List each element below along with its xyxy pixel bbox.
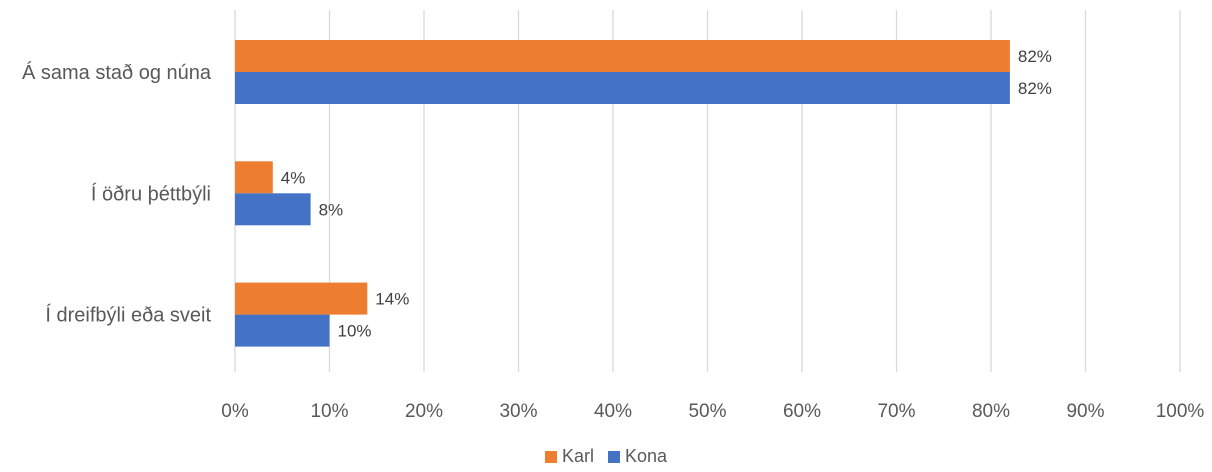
legend-item-kona: Kona <box>607 446 668 467</box>
legend-swatch-kona <box>607 450 620 463</box>
x-tick-label: 50% <box>688 401 726 422</box>
data-label: 4% <box>281 168 306 187</box>
data-label: 10% <box>338 322 372 341</box>
x-tick-label: 10% <box>310 401 348 422</box>
x-tick-label: 100% <box>1156 401 1205 422</box>
x-tick-label: 60% <box>783 401 821 422</box>
data-label: 82% <box>1018 79 1052 98</box>
category-label: Í dreifbýli eða sveit <box>45 304 211 327</box>
bar-karl <box>235 161 273 194</box>
legend: Karl Kona <box>0 446 1212 467</box>
x-tick-label: 0% <box>221 401 249 422</box>
x-axis-tick-labels: 0% 10% 20% 30% 40% 50% 60% 70% 80% 90% 100% <box>221 401 1204 422</box>
x-tick-label: 90% <box>1066 401 1104 422</box>
category-label: Í öðru þéttbýli <box>91 182 211 205</box>
legend-label-kona: Kona <box>624 446 668 466</box>
bars <box>235 40 1010 347</box>
legend-label-karl: Karl <box>561 446 594 466</box>
data-label: 8% <box>319 200 344 219</box>
bar-kona <box>235 314 330 347</box>
legend-swatch-karl <box>544 450 557 463</box>
data-label: 14% <box>375 290 409 309</box>
bar-karl <box>235 40 1010 72</box>
legend-item-karl: Karl <box>544 446 594 467</box>
x-tick-label: 40% <box>594 401 632 422</box>
x-tick-label: 80% <box>972 401 1010 422</box>
data-label: 82% <box>1018 47 1052 66</box>
bar-kona <box>235 193 311 226</box>
data-labels: 82% 82% 4% 8% 14%10% <box>281 47 1052 341</box>
bar-kona <box>235 72 1010 104</box>
x-tick-label: 70% <box>877 401 915 422</box>
bar-karl <box>235 282 368 315</box>
x-tick-label: 20% <box>405 401 443 422</box>
category-label: Á sama stað og núna <box>22 61 212 84</box>
category-labels: Á sama stað og núna Í öðru þéttbýli Í drei… <box>22 61 212 327</box>
x-tick-label: 30% <box>499 401 537 422</box>
